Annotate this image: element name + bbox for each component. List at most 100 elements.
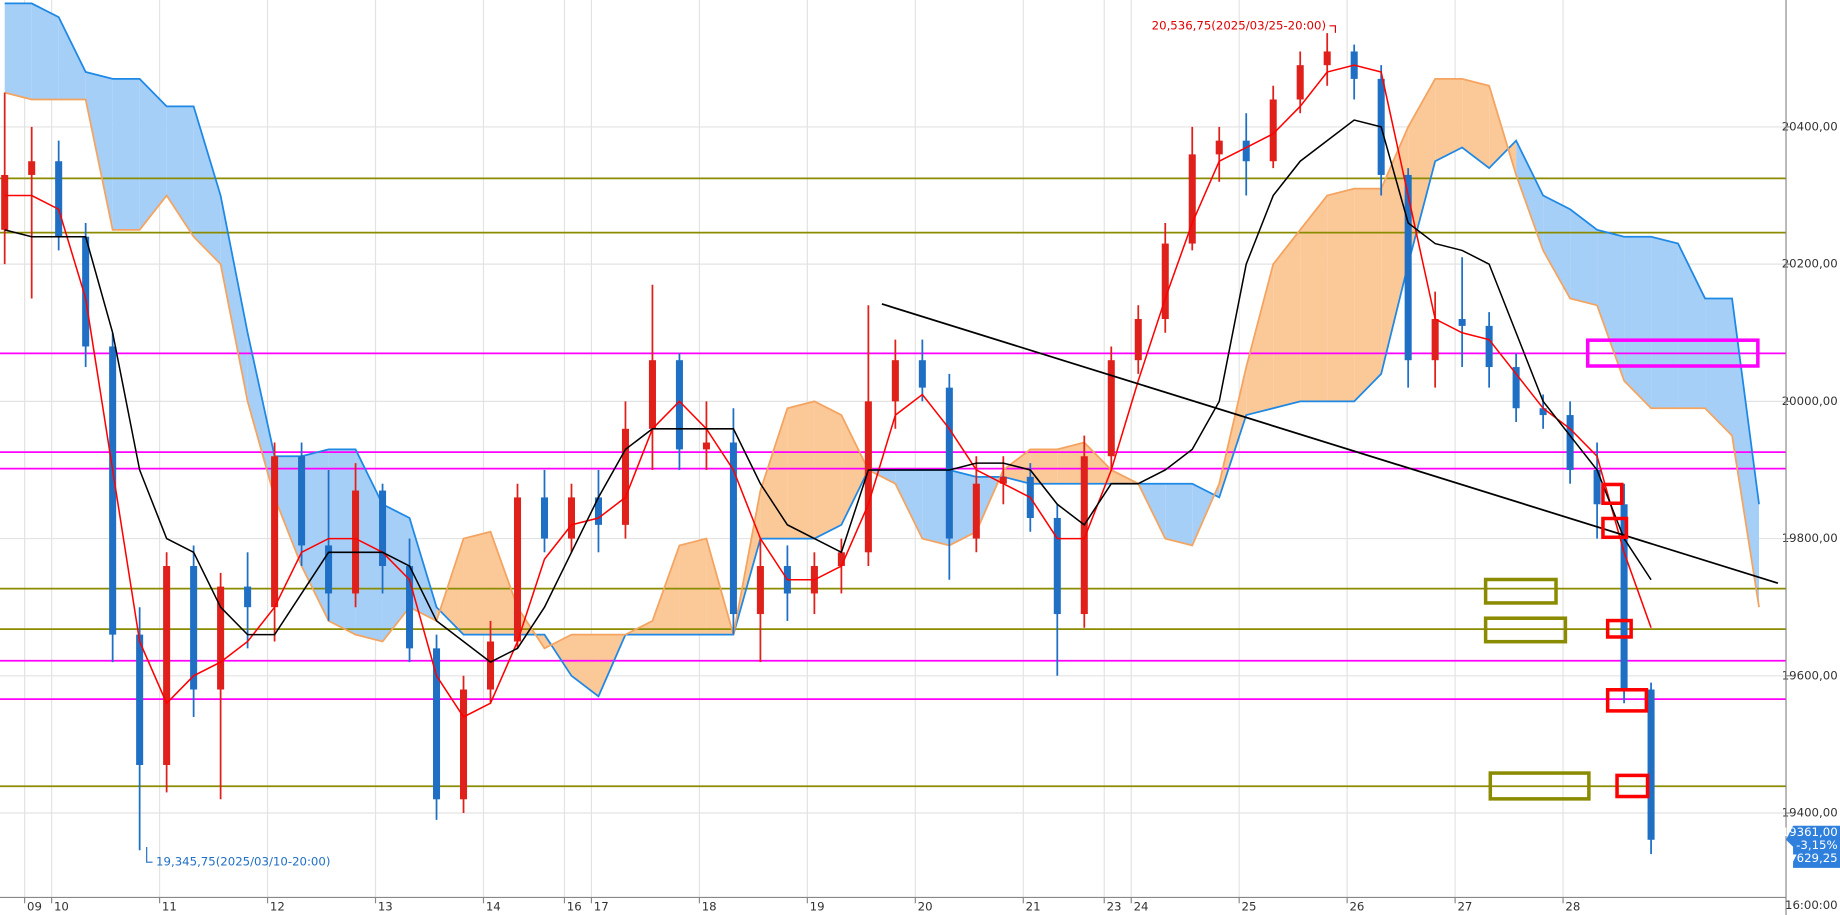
cloud-area xyxy=(1273,229,1301,409)
cloud-area xyxy=(85,72,113,230)
cloud-area xyxy=(1381,126,1409,374)
price-tag-label: -3,15% xyxy=(1796,838,1837,852)
candle-body xyxy=(190,566,198,690)
cloud-area xyxy=(1246,264,1274,416)
cloud-area xyxy=(1597,229,1625,381)
high-annotation: 20,536,75(2025/03/25-20:00) xyxy=(1152,18,1326,32)
candle-body xyxy=(217,586,225,690)
cloud-area xyxy=(1624,236,1652,409)
marker-box xyxy=(1488,771,1591,801)
candle-body xyxy=(1215,140,1223,155)
x-tick-label: 11 xyxy=(162,899,177,913)
cloud-area xyxy=(760,408,788,539)
candle-body xyxy=(486,641,495,690)
candle-body xyxy=(918,360,926,388)
y-tick-label: 20000,00 xyxy=(1782,394,1838,408)
cloud-span-line xyxy=(4,78,1760,650)
y-tick-label: 19600,00 xyxy=(1782,668,1838,682)
x-tick-label: 09 xyxy=(27,899,42,913)
cloud-area xyxy=(949,469,977,546)
cloud-area xyxy=(1084,442,1112,484)
cloud-area xyxy=(58,17,86,100)
cloud-area xyxy=(1435,78,1463,162)
candle-body xyxy=(891,360,899,402)
x-tick-label: 26 xyxy=(1349,899,1364,913)
cloud-area xyxy=(274,456,302,567)
candle-body xyxy=(109,346,117,635)
price-tag xyxy=(1786,825,1840,868)
candle-body xyxy=(1620,504,1628,690)
price-tag-label: ▼629,25 xyxy=(1788,851,1838,865)
cloud-area xyxy=(652,545,680,635)
cloud-area xyxy=(1516,140,1544,251)
candle-body xyxy=(82,236,90,347)
cloud-area xyxy=(382,504,410,642)
candle-body xyxy=(460,689,468,800)
candle-body xyxy=(1188,154,1196,244)
candle-body xyxy=(1566,415,1574,470)
candle-body xyxy=(244,586,252,608)
x-tick-label: 19 xyxy=(810,899,825,913)
candle-body xyxy=(1080,456,1088,615)
cloud-area xyxy=(247,332,275,498)
cloud-area xyxy=(814,401,842,539)
cloud-area xyxy=(1678,243,1706,409)
marker-box xyxy=(1483,616,1568,644)
cloud-area xyxy=(1408,78,1436,265)
annotation-leader xyxy=(146,846,153,863)
candle-body xyxy=(999,476,1007,484)
candle-body xyxy=(1053,517,1061,615)
x-tick-label: 24 xyxy=(1134,899,1149,913)
x-tick-label: 14 xyxy=(486,899,501,913)
marker-box xyxy=(1585,338,1760,368)
candle-body xyxy=(1134,319,1142,361)
candle-body xyxy=(1296,65,1304,100)
cloud-area xyxy=(1651,236,1679,409)
candle-body xyxy=(406,566,414,649)
candle-body xyxy=(864,401,872,553)
candle-body xyxy=(594,497,602,525)
annotation-leader xyxy=(1329,25,1336,33)
cloud-area xyxy=(409,517,437,621)
candle-body xyxy=(325,545,333,594)
candle-body xyxy=(1431,319,1439,361)
candle-body xyxy=(271,456,279,608)
cloud-area xyxy=(436,538,464,635)
candle-body xyxy=(1269,99,1277,162)
candle-body xyxy=(756,566,764,615)
cloud-area xyxy=(1354,188,1382,402)
cloud-area xyxy=(895,469,923,539)
cloud-area xyxy=(166,106,194,237)
cloud-area xyxy=(463,531,491,635)
cloud-area xyxy=(1570,209,1598,306)
main-layer xyxy=(0,2,1787,855)
cloud-area xyxy=(193,106,221,265)
candle-body xyxy=(163,566,171,765)
x-tick-label: 13 xyxy=(378,899,393,913)
cloud-area xyxy=(139,78,167,230)
cloud-area xyxy=(787,401,815,539)
cloud-area xyxy=(112,78,140,230)
cloud-area xyxy=(1327,188,1355,402)
cloud-area xyxy=(1030,449,1058,484)
candle-body xyxy=(1107,360,1115,457)
candle-body xyxy=(55,161,63,237)
y-tick-label: 19400,00 xyxy=(1782,806,1838,820)
candle-body xyxy=(1512,367,1520,409)
indicator-line xyxy=(4,119,1652,663)
candle-body xyxy=(28,161,36,175)
marker-box xyxy=(1601,516,1629,540)
candle-body xyxy=(513,497,522,642)
cloud-area xyxy=(31,3,59,100)
x-tick-label: 16 xyxy=(567,899,582,913)
candle-body xyxy=(1242,140,1250,162)
candle-body xyxy=(136,634,144,765)
candle-body xyxy=(1404,174,1412,361)
candle-body xyxy=(945,387,953,539)
cloud-area xyxy=(922,469,950,546)
candle-body xyxy=(648,360,656,429)
trend-line xyxy=(881,303,1779,585)
drawn-boxes xyxy=(1483,338,1760,801)
cloud-area xyxy=(841,415,869,525)
x-tick-label: 20 xyxy=(918,899,933,913)
